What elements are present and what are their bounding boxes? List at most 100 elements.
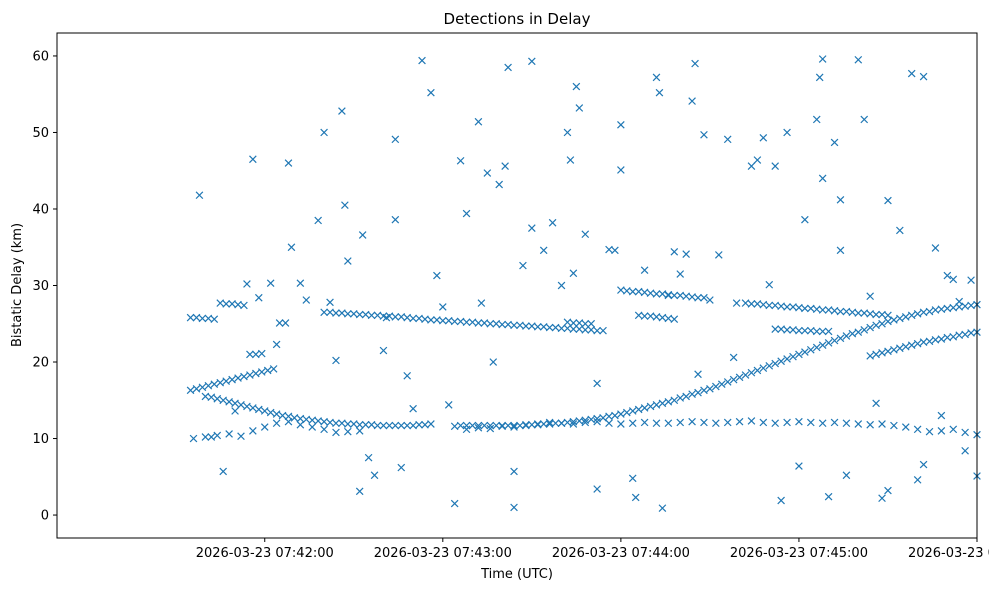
data-point bbox=[462, 209, 471, 218]
data-point bbox=[712, 382, 720, 391]
data-point bbox=[409, 314, 417, 323]
data-point bbox=[575, 104, 584, 112]
data-point bbox=[474, 319, 483, 327]
y-tick-label: 10 bbox=[32, 432, 49, 447]
data-point bbox=[355, 310, 364, 319]
data-point bbox=[830, 138, 839, 147]
data-point bbox=[216, 378, 225, 387]
data-point bbox=[260, 407, 269, 415]
data-point bbox=[287, 243, 296, 252]
data-point bbox=[249, 427, 257, 435]
data-point bbox=[967, 329, 975, 337]
data-point bbox=[231, 399, 239, 408]
data-point bbox=[566, 156, 575, 164]
data-point bbox=[628, 474, 637, 483]
data-point bbox=[854, 55, 863, 64]
data-point bbox=[326, 298, 334, 307]
data-point bbox=[949, 275, 958, 284]
data-point bbox=[771, 359, 780, 368]
data-point bbox=[961, 428, 969, 437]
data-point bbox=[884, 347, 892, 356]
data-point bbox=[628, 287, 637, 296]
data-point bbox=[694, 388, 702, 397]
data-point bbox=[519, 261, 527, 270]
data-point bbox=[501, 162, 509, 170]
data-point bbox=[901, 313, 910, 321]
data-point bbox=[364, 453, 373, 462]
data-point bbox=[955, 297, 964, 306]
data-point bbox=[344, 420, 352, 428]
data-point bbox=[246, 350, 254, 359]
data-point bbox=[723, 135, 732, 144]
data-point bbox=[382, 313, 391, 322]
data-point bbox=[854, 420, 863, 428]
data-point bbox=[652, 73, 661, 82]
data-point bbox=[225, 397, 233, 406]
data-point bbox=[670, 248, 679, 256]
data-point bbox=[391, 421, 400, 430]
data-point bbox=[842, 419, 851, 428]
data-point bbox=[373, 421, 382, 430]
data-point bbox=[545, 418, 554, 427]
data-point bbox=[344, 309, 352, 318]
data-point bbox=[723, 418, 732, 427]
data-point bbox=[688, 417, 696, 426]
data-point bbox=[771, 419, 780, 428]
data-point bbox=[818, 419, 827, 428]
data-point bbox=[712, 419, 720, 428]
data-point bbox=[510, 503, 518, 512]
data-point bbox=[872, 350, 880, 359]
data-point bbox=[801, 215, 809, 224]
data-point bbox=[628, 407, 637, 415]
data-point bbox=[272, 410, 281, 418]
data-point bbox=[355, 427, 364, 435]
data-point bbox=[379, 421, 388, 430]
data-point bbox=[522, 420, 530, 429]
data-point bbox=[812, 343, 821, 352]
data-point bbox=[332, 428, 340, 437]
data-point bbox=[815, 73, 824, 82]
data-point bbox=[854, 309, 863, 317]
data-point bbox=[605, 419, 613, 428]
data-point bbox=[676, 394, 685, 402]
data-point bbox=[338, 107, 346, 115]
data-point bbox=[397, 463, 406, 472]
data-point bbox=[272, 340, 281, 349]
data-point bbox=[186, 386, 195, 395]
data-point bbox=[658, 504, 667, 512]
data-point bbox=[409, 404, 417, 413]
data-point bbox=[878, 319, 886, 328]
data-markers bbox=[186, 55, 981, 512]
data-point bbox=[403, 371, 412, 380]
data-point bbox=[207, 433, 216, 441]
data-point bbox=[628, 419, 637, 428]
data-point bbox=[266, 408, 275, 417]
data-point bbox=[462, 318, 471, 327]
data-point bbox=[824, 492, 833, 501]
data-point bbox=[528, 224, 536, 232]
data-point bbox=[210, 315, 219, 323]
data-point bbox=[341, 201, 349, 209]
data-point bbox=[652, 290, 661, 298]
data-point bbox=[842, 471, 851, 480]
data-point bbox=[228, 375, 236, 384]
data-point bbox=[747, 417, 756, 425]
data-point bbox=[836, 246, 845, 255]
data-point bbox=[836, 334, 845, 343]
data-point bbox=[818, 341, 827, 350]
data-point bbox=[237, 432, 245, 441]
data-point bbox=[450, 499, 459, 508]
data-point bbox=[219, 396, 228, 405]
data-point bbox=[189, 434, 198, 443]
data-point bbox=[801, 348, 809, 356]
data-point bbox=[545, 323, 554, 332]
data-point bbox=[240, 301, 248, 310]
data-point bbox=[201, 433, 210, 441]
data-point bbox=[771, 325, 780, 333]
data-point bbox=[522, 322, 530, 330]
data-point bbox=[557, 419, 566, 428]
data-point bbox=[872, 310, 880, 319]
data-point bbox=[557, 281, 566, 290]
data-point bbox=[747, 300, 756, 308]
data-point bbox=[308, 423, 317, 431]
